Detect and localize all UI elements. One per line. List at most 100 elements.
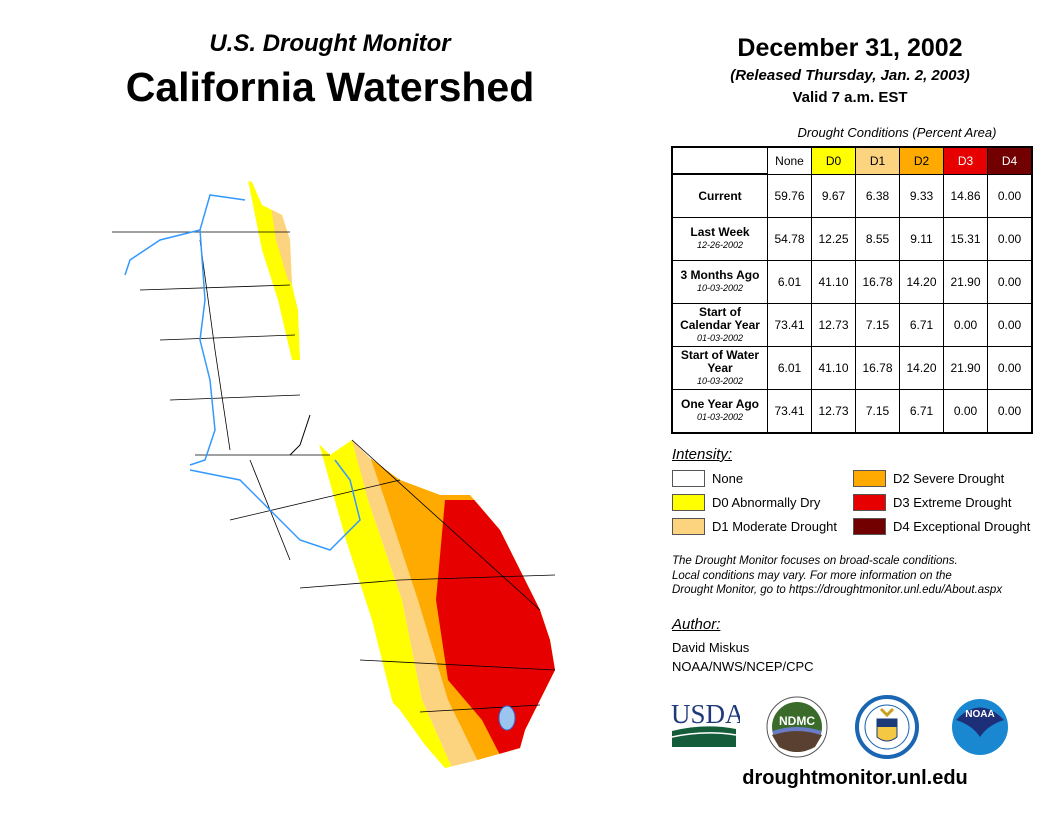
- note-line: Local conditions may vary. For more info…: [672, 569, 952, 582]
- author-org: NOAA/NWS/NCEP/CPC: [672, 659, 814, 674]
- table-cell: 16.78: [855, 346, 900, 390]
- table-cell: 16.78: [855, 260, 900, 304]
- row-label: Start of Water Year 10-03-2002: [671, 346, 768, 390]
- col-d0: D0: [811, 146, 856, 175]
- valid-time: Valid 7 a.m. EST: [792, 89, 908, 106]
- legend-swatch: [672, 494, 705, 511]
- svg-text:USDA: USDA: [671, 699, 740, 729]
- table-row: One Year Ago 01-03-2002 73.41 12.73 7.15 6.71…: [671, 389, 1033, 434]
- table-cell: 41.10: [811, 260, 856, 304]
- table-row: Current 59.76 9.67 6.38 9.33 14.86 0.00: [671, 173, 1033, 218]
- table-cell: 6.38: [855, 173, 900, 218]
- map-date: December 31, 2002: [737, 34, 963, 62]
- col-none: None: [767, 146, 812, 175]
- table-cell: 8.55: [855, 217, 900, 261]
- state-boundary: [289, 414, 311, 456]
- table-cell: 14.86: [943, 173, 988, 218]
- noaa-logo: NOAA: [952, 699, 1008, 755]
- table-cell: 59.76: [767, 173, 812, 218]
- table-cell: 73.41: [767, 389, 812, 434]
- map-title: California Watershed: [125, 64, 535, 110]
- row-label: Start of Calendar Year 01-03-2002: [671, 303, 768, 347]
- row-label-text: Start of Calendar Year: [680, 304, 760, 332]
- legend-label: D0 Abnormally Dry: [712, 495, 821, 510]
- table-cell: 12.73: [811, 303, 856, 347]
- commerce-seal: [855, 695, 919, 759]
- table-caption: Drought Conditions (Percent Area): [797, 125, 997, 140]
- row-label-text: Last Week: [690, 225, 750, 239]
- table-cell: 0.00: [987, 303, 1033, 347]
- legend-item: D4 Exceptional Drought: [853, 518, 1030, 535]
- legend-swatch: [853, 494, 886, 511]
- table-cell: 7.15: [855, 303, 900, 347]
- row-date: 12-26-2002: [696, 240, 744, 250]
- table-cell: 9.33: [899, 173, 944, 218]
- release-date: (Released Thursday, Jan. 2, 2003): [730, 67, 970, 84]
- subtitle: U.S. Drought Monitor: [209, 30, 451, 57]
- table-cell: 6.01: [767, 260, 812, 304]
- table-cell: 6.71: [899, 303, 944, 347]
- table-cell: 21.90: [943, 346, 988, 390]
- table-row: Start of Calendar Year 01-03-2002 73.41 12.…: [671, 303, 1033, 347]
- row-label: 3 Months Ago 10-03-2002: [671, 260, 768, 304]
- table-cell: 0.00: [987, 389, 1033, 434]
- svg-text:NDMC: NDMC: [779, 714, 815, 728]
- col-d4: D4: [987, 146, 1033, 175]
- author-heading: Author:: [672, 616, 721, 633]
- legend-swatch: [853, 518, 886, 535]
- row-date: 10-03-2002: [696, 283, 744, 293]
- table-cell: 6.71: [899, 389, 944, 434]
- region-d3: [436, 500, 555, 768]
- salton-sea: [498, 705, 516, 731]
- legend-swatch: [672, 470, 705, 487]
- table-cell: 0.00: [943, 303, 988, 347]
- row-label-text: One Year Ago: [680, 397, 760, 411]
- table-cell: 14.20: [899, 346, 944, 390]
- row-date: 01-03-2002: [696, 412, 744, 422]
- legend-label: D2 Severe Drought: [893, 471, 1005, 486]
- ndmc-logo: NDMC: [766, 696, 828, 758]
- website-url[interactable]: droughtmonitor.unl.edu: [742, 767, 968, 789]
- table-cell: 54.78: [767, 217, 812, 261]
- row-label-text: Current: [698, 188, 742, 203]
- table-cell: 0.00: [987, 173, 1033, 218]
- col-d3: D3: [943, 146, 988, 175]
- legend-item: None: [672, 470, 743, 487]
- table-cell: 12.73: [811, 389, 856, 434]
- author-name: David Miskus: [672, 640, 750, 655]
- table-cell: 0.00: [987, 260, 1033, 304]
- table-row: Start of Water Year 10-03-2002 6.01 41.10 16…: [671, 346, 1033, 390]
- note-line: The Drought Monitor focuses on broad-sca…: [672, 555, 958, 567]
- table-cell: 21.90: [943, 260, 988, 304]
- region-d0-south: [318, 440, 462, 768]
- legend-item: D0 Abnormally Dry: [672, 494, 820, 511]
- legend-item: D3 Extreme Drought: [853, 494, 1012, 511]
- col-d2: D2: [899, 146, 944, 175]
- table-cell: 12.25: [811, 217, 856, 261]
- row-label: Last Week 12-26-2002: [671, 217, 768, 261]
- table-cell: 14.20: [899, 260, 944, 304]
- california-watershed-map: [112, 180, 556, 768]
- table-cell: 9.67: [811, 173, 856, 218]
- legend-label: D4 Exceptional Drought: [893, 519, 1031, 534]
- table-header-row: None D0 D1 D2 D3 D4: [672, 146, 1033, 175]
- legend-swatch: [853, 470, 886, 487]
- legend-label: D1 Moderate Drought: [712, 519, 838, 534]
- table-cell: 0.00: [943, 389, 988, 434]
- col-d1: D1: [855, 146, 900, 175]
- legend-swatch: [672, 518, 705, 535]
- table-cell: 41.10: [811, 346, 856, 390]
- table-row: Last Week 12-26-2002 54.78 12.25 8.55 9.11 15.…: [671, 217, 1033, 261]
- table-cell: 73.41: [767, 303, 812, 347]
- author-info: David Miskus NOAA/NWS/NCEP/CPC: [672, 638, 814, 676]
- svg-text:NOAA: NOAA: [965, 709, 994, 720]
- row-label-text: Start of Water Year: [680, 347, 760, 375]
- drought-conditions-table: None D0 D1 D2 D3 D4 Current 59.76 9.67 6.38…: [671, 146, 1033, 434]
- row-label-text: 3 Months Ago: [680, 268, 760, 282]
- legend-item: D2 Severe Drought: [853, 470, 1004, 487]
- table-cell: 7.15: [855, 389, 900, 434]
- table-cell: 6.01: [767, 346, 812, 390]
- table-cell: 9.11: [899, 217, 944, 261]
- usda-logo: USDA: [671, 699, 740, 747]
- rivers: [124, 194, 361, 551]
